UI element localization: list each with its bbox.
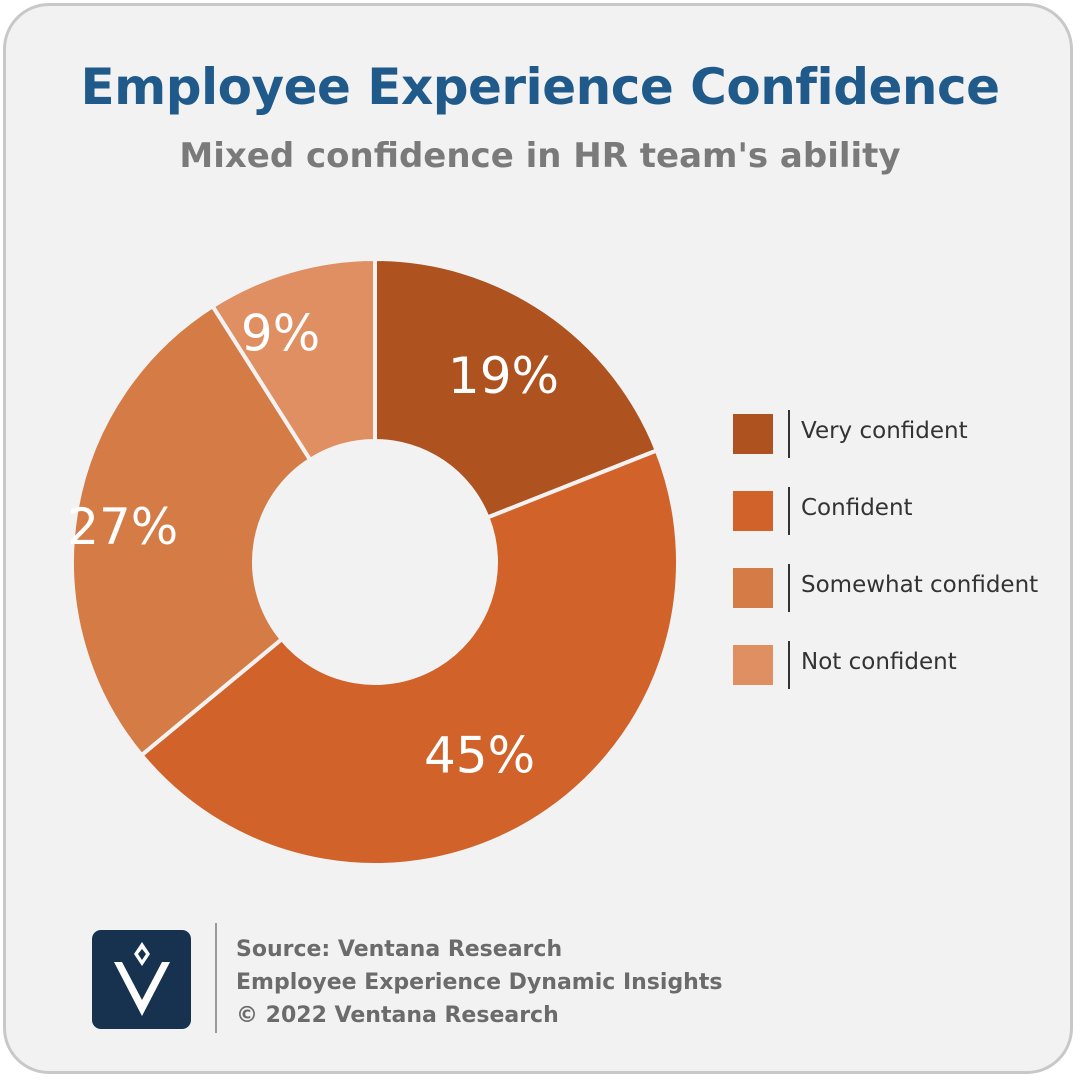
data-label-somewhat-confident: 27%: [67, 498, 178, 556]
legend-divider: [788, 487, 790, 535]
legend-swatch-very-confident: [733, 414, 773, 454]
copyright-line: © 2022 Ventana Research: [236, 1003, 559, 1028]
data-label-confident: 45%: [424, 727, 535, 785]
donut-hole: [254, 441, 496, 683]
data-label-very-confident: 19%: [448, 347, 559, 405]
legend-label: Not confident: [801, 649, 957, 675]
chart-title: Employee Experience Confidence: [80, 58, 1000, 116]
legend-label: Very confident: [801, 418, 968, 444]
report-line: Employee Experience Dynamic Insights: [236, 970, 723, 995]
source-credits: Source: Ventana Research Employee Experi…: [236, 933, 722, 1032]
legend-label: Somewhat confident: [801, 572, 1039, 598]
legend-divider: [788, 410, 790, 458]
source-line: Source: Ventana Research: [236, 937, 563, 962]
legend-label: Confident: [801, 495, 913, 521]
legend-divider: [788, 641, 790, 689]
footer-divider: [215, 923, 217, 1033]
legend-divider: [788, 564, 790, 612]
data-label-not-confident: 9%: [241, 304, 320, 362]
legend-swatch-not-confident: [733, 645, 773, 685]
legend-swatch-confident: [733, 491, 773, 531]
ventana-v-logo-icon: [92, 930, 191, 1029]
legend-swatch-somewhat-confident: [733, 568, 773, 608]
chart-subtitle: Mixed confidence in HR team's ability: [179, 136, 901, 176]
